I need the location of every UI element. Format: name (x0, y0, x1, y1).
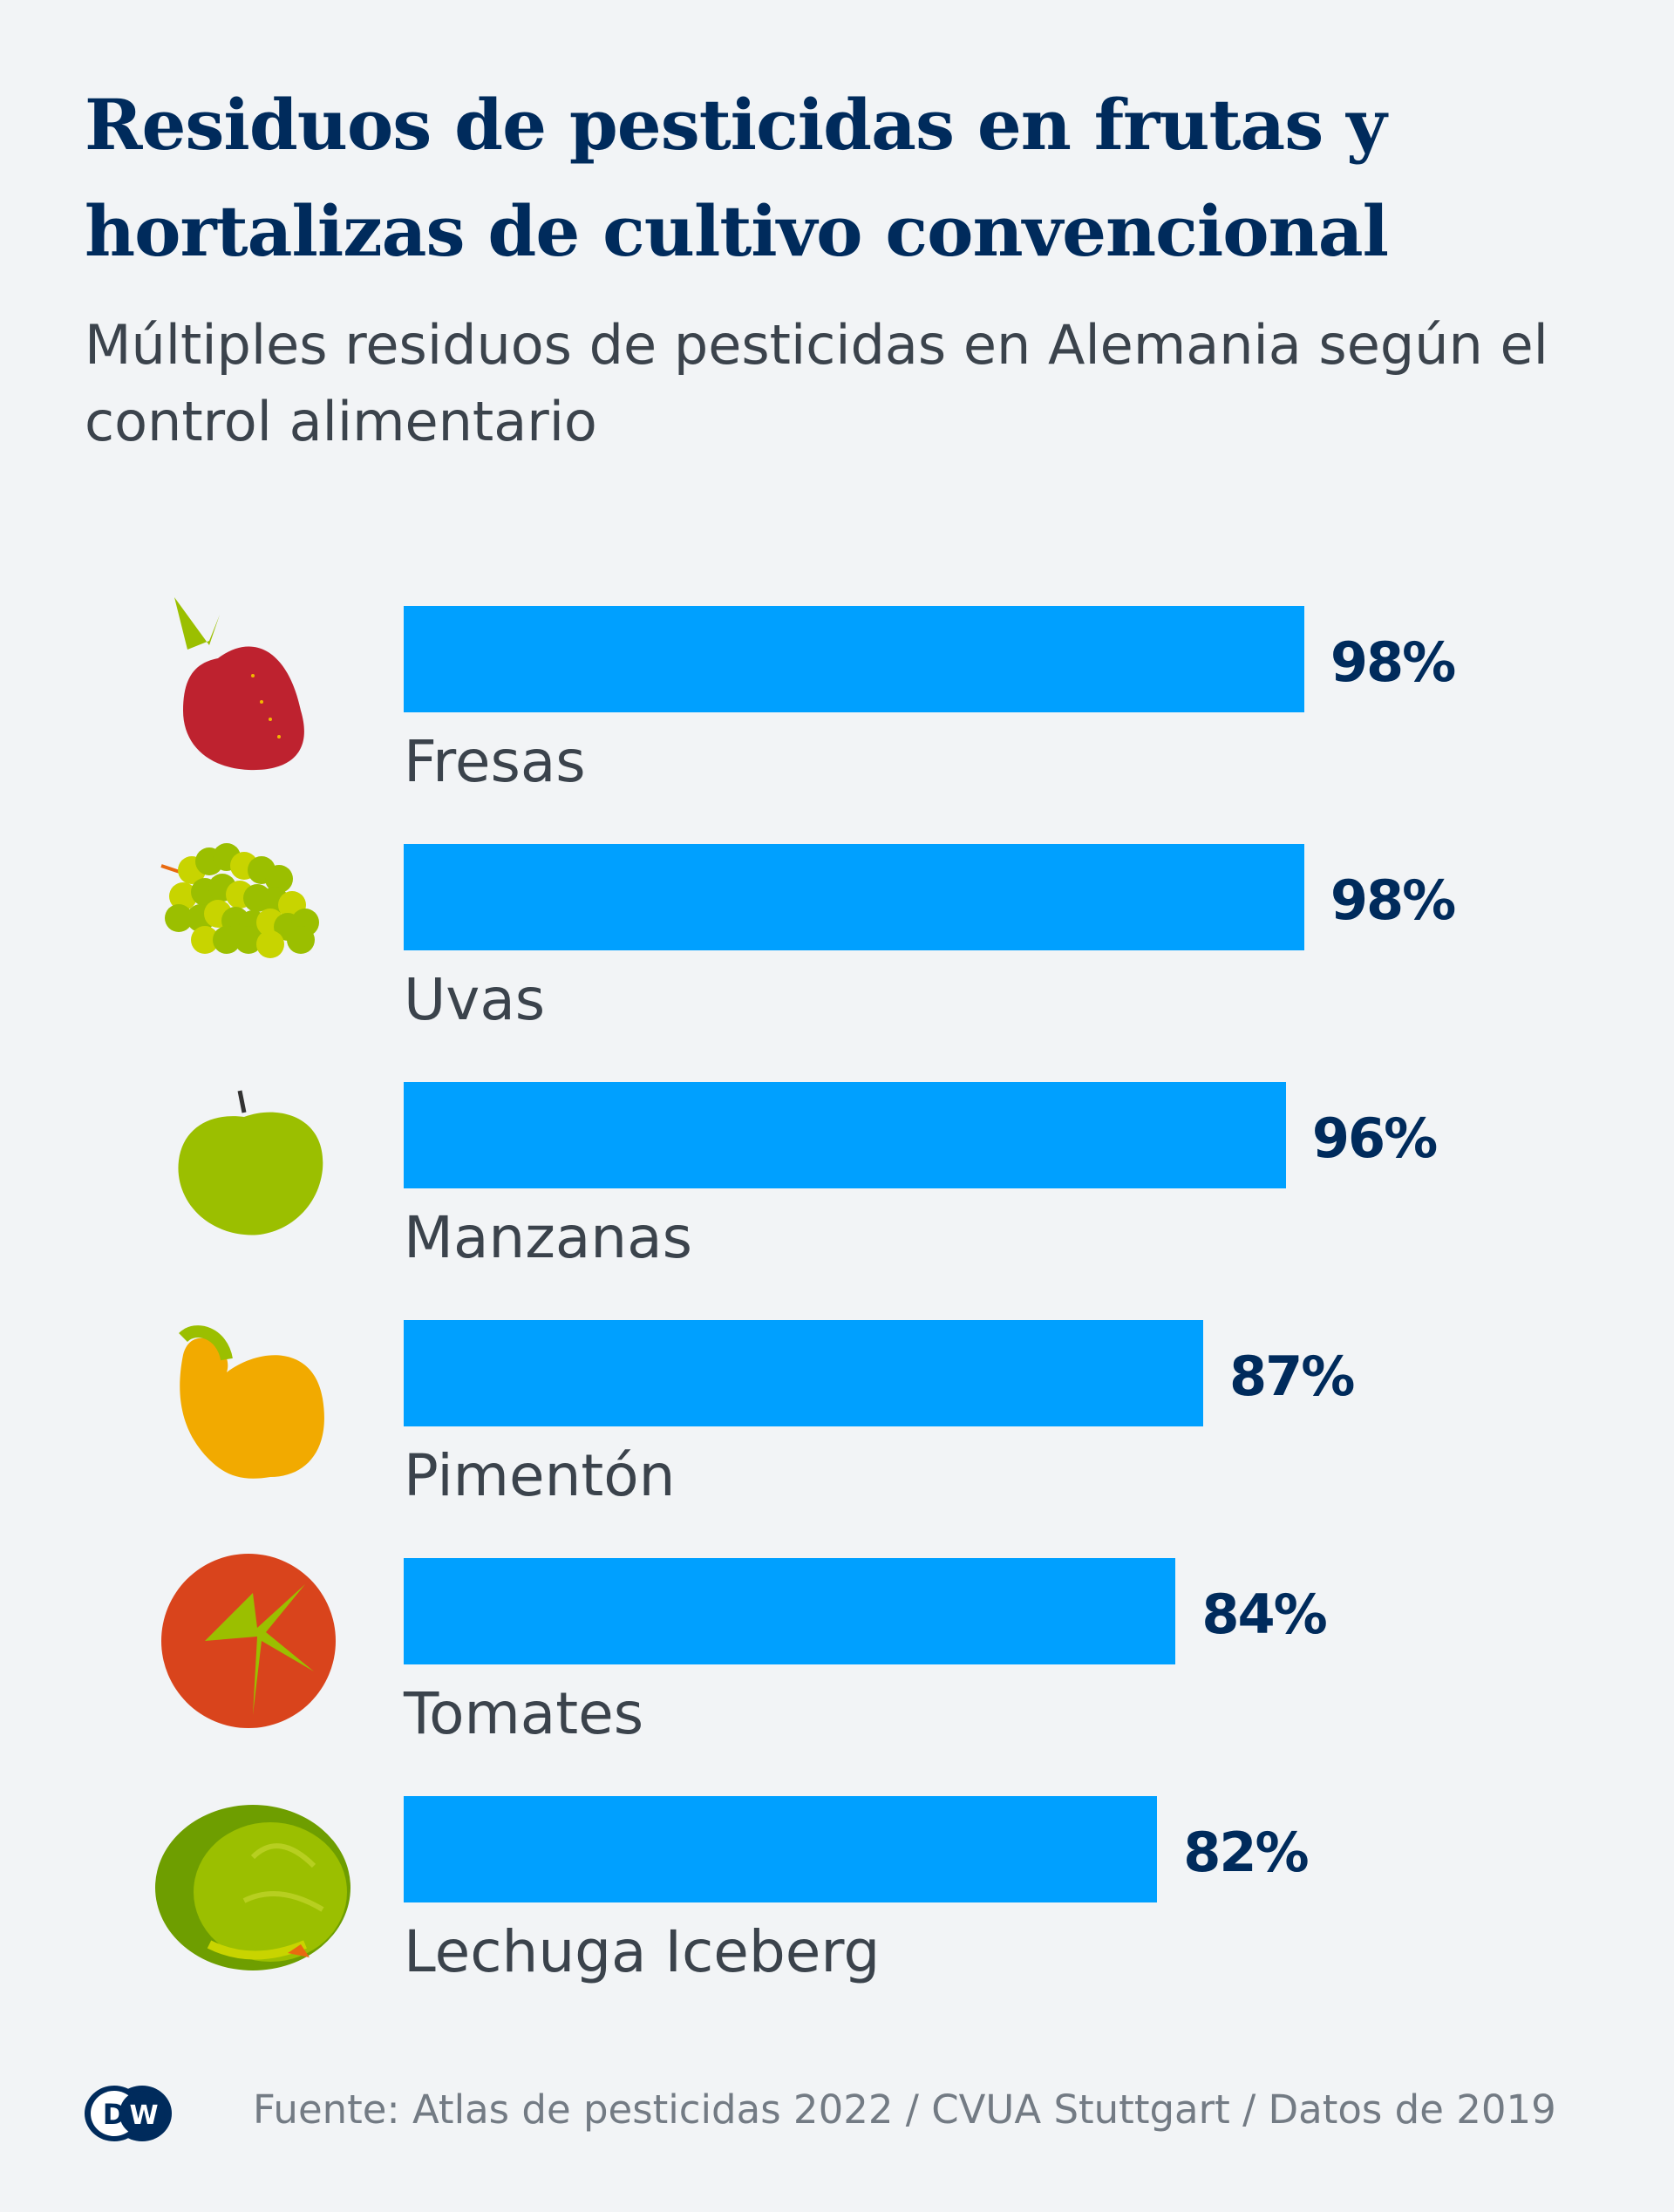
bar (404, 1082, 1286, 1188)
pepper-icon (179, 1325, 324, 1479)
bar (404, 1320, 1203, 1426)
source-note: Fuente: Atlas de pesticidas 2022 / CVUA … (253, 2086, 1556, 2133)
bar-row: 82% Lechuga Iceberg (0, 1796, 1674, 2034)
chart-title: Residuos de pesticidas en frutas y horta… (85, 84, 1389, 272)
category-label: Manzanas (404, 1204, 692, 1271)
apple-icon (178, 1090, 323, 1235)
category-label: Uvas (404, 966, 546, 1033)
bar (404, 606, 1304, 712)
dw-logo: D W (85, 2086, 172, 2141)
category-label: Fresas (404, 728, 586, 795)
bar (404, 844, 1304, 950)
lettuce-icon (155, 1805, 350, 1970)
value-label: 84% (1201, 1582, 1327, 1646)
value-label: 82% (1183, 1821, 1309, 1884)
category-label: Tomates (404, 1680, 644, 1747)
bar-row: 98% Fresas (0, 597, 1674, 844)
bar-row: 98% Uvas (0, 843, 1674, 1082)
category-label: Pimentón (404, 1442, 676, 1509)
value-label: 98% (1330, 630, 1456, 694)
bar-row: 84% Tomates (0, 1554, 1674, 1796)
svg-text:D: D (103, 2098, 126, 2131)
chart-subtitle: Múltiples residuos de pesticidas en Alem… (85, 313, 1548, 453)
value-label: 87% (1228, 1344, 1355, 1408)
strawberry-icon (174, 597, 304, 771)
tomato-icon (161, 1554, 336, 1728)
grapes-icon (160, 843, 319, 958)
value-label: 96% (1311, 1106, 1438, 1170)
svg-text:W: W (129, 2100, 158, 2131)
bar (404, 1796, 1158, 1902)
bar-row: 96% Manzanas (0, 1082, 1674, 1320)
value-label: 98% (1330, 868, 1456, 932)
bar (404, 1558, 1176, 1664)
category-label: Lechuga Iceberg (404, 1918, 881, 1985)
bar-row: 87% Pimentón (0, 1320, 1674, 1558)
